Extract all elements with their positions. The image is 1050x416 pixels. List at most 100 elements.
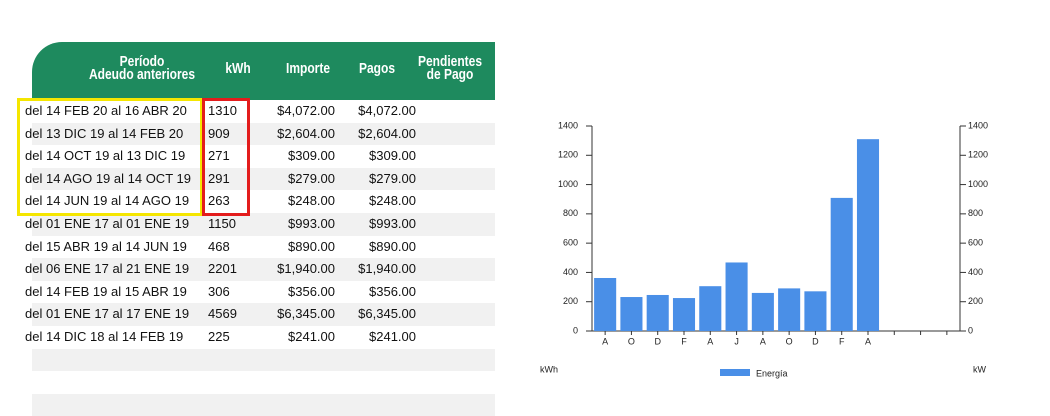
highlight-box	[202, 98, 250, 216]
y2-tick-label: 800	[968, 208, 983, 218]
table-cell: del 15 ABR 19 al 14 JUN 19	[25, 238, 187, 254]
x-tick-label: J	[734, 336, 739, 346]
bill-table: Período Adeudo anteriores kWh Importe Pagos P…	[0, 0, 500, 416]
y-tick-label: 1400	[558, 120, 578, 130]
table-cell: 4569	[208, 306, 237, 322]
y2-axis-label: kW	[973, 364, 987, 374]
row-bg	[32, 348, 495, 372]
table-cell: $1,940.00	[277, 261, 335, 277]
column-header: Pendientes	[417, 53, 483, 70]
table-cell: del 13 DIC 19 al 14 FEB 20	[25, 125, 184, 141]
table-cell: del 14 FEB 19 al 15 ABR 19	[25, 283, 187, 299]
table-cell: $279.00	[288, 170, 335, 186]
y-tick-label: 200	[563, 296, 578, 306]
table-cell: $6,345.00	[277, 306, 335, 322]
row-bg	[32, 145, 495, 168]
legend-swatch	[720, 369, 750, 376]
table-cell: 263	[208, 193, 230, 209]
bar	[778, 288, 801, 331]
bar	[594, 277, 617, 331]
table-cell: $248.00	[369, 193, 416, 209]
table-cell: $309.00	[288, 148, 335, 164]
y2-tick-label: 600	[968, 238, 983, 248]
table-cell: $890.00	[369, 238, 416, 254]
bar	[856, 139, 880, 331]
x-tick-label: F	[839, 336, 845, 346]
y2-tick-label: 0	[968, 325, 973, 335]
table-cell: $890.00	[288, 238, 335, 254]
table-cell: 468	[208, 238, 230, 254]
column-header: kWh	[225, 60, 251, 77]
table-cell: del 06 ENE 17 al 21 ENE 19	[25, 261, 190, 277]
column-header: de Pago	[426, 66, 474, 83]
y2-tick-label: 200	[968, 296, 983, 306]
row-bg	[32, 371, 495, 394]
y-tick-label: 600	[563, 238, 578, 248]
x-tick-label: F	[681, 336, 687, 346]
table-cell: $356.00	[288, 283, 335, 299]
table-cell: 1310	[208, 103, 237, 118]
table-cell: del 14 OCT 19 al 13 DIC 19	[25, 148, 186, 164]
table-cell: del 01 ENE 17 al 17 ENE 19	[25, 306, 190, 322]
row-bg	[32, 213, 495, 236]
row-bg	[32, 326, 495, 349]
x-tick-label: A	[602, 336, 608, 346]
table-cell: 291	[208, 170, 230, 186]
table-cell: 1150	[208, 216, 236, 231]
x-tick-label: A	[707, 336, 713, 346]
row-bg	[32, 303, 495, 326]
table-cell: del 14 AGO 19 al 14 OCT 19	[25, 170, 191, 186]
table-cell: $1,940.00	[358, 261, 416, 277]
row-bg	[32, 167, 495, 191]
y-tick-label: 1200	[558, 150, 578, 160]
bar	[620, 297, 643, 331]
row-bg	[32, 122, 495, 146]
column-header: Período	[119, 53, 165, 70]
y-tick-label: 400	[563, 267, 578, 277]
column-header: Adeudo anteriores	[88, 66, 196, 83]
table-cell: del 14 DIC 18 al 14 FEB 19	[25, 329, 184, 344]
y-axis-label: kWh	[540, 364, 558, 374]
table-cell: 271	[208, 148, 230, 164]
table-cell: $6,345.00	[358, 306, 416, 322]
y2-tick-label: 1200	[968, 150, 988, 160]
table-cell: $241.00	[288, 329, 335, 344]
chart: kWh kW 0 200 400 600 800 1000 1200 1400 0 200 400 6…	[540, 120, 988, 378]
table-cell: 909	[208, 125, 230, 141]
y2-tick-label: 1400	[968, 120, 988, 130]
table-cell: 225	[208, 329, 230, 344]
column-header: Importe	[285, 60, 330, 77]
table-cell: $993.00	[369, 216, 416, 231]
row-bg	[32, 100, 495, 123]
y2-tick-label: 1000	[968, 179, 988, 189]
x-tick-label: A	[760, 336, 766, 346]
x-tick-label: D	[812, 336, 819, 346]
table-cell: del 14 FEB 20 al 16 ABR 20	[25, 103, 187, 118]
table-cell: $279.00	[369, 170, 416, 186]
table-cell: $993.00	[288, 216, 335, 231]
table-cell: $248.00	[288, 193, 335, 209]
table-cell: $4,072.00	[277, 103, 335, 118]
y-tick-label: 0	[573, 325, 578, 335]
row-bg	[32, 258, 495, 281]
bar	[725, 262, 748, 331]
x-tick-label: O	[786, 336, 793, 346]
table-cell: $241.00	[369, 329, 416, 344]
x-tick-label: D	[654, 336, 661, 346]
table-cell: 2201	[208, 261, 237, 277]
bar	[804, 291, 827, 331]
row-bg	[32, 190, 495, 213]
row-bg	[32, 393, 495, 416]
highlight-box	[17, 98, 203, 216]
bar	[751, 292, 774, 331]
y2-tick-label: 400	[968, 267, 983, 277]
table-cell: $4,072.00	[358, 103, 416, 118]
table-cell: $309.00	[369, 148, 416, 164]
x-tick-label: O	[628, 336, 635, 346]
column-header: Pagos	[358, 60, 395, 77]
legend-label: Energía	[756, 368, 788, 378]
x-tick-label: A	[865, 336, 871, 346]
row-bg	[32, 280, 495, 304]
bar	[830, 197, 853, 331]
